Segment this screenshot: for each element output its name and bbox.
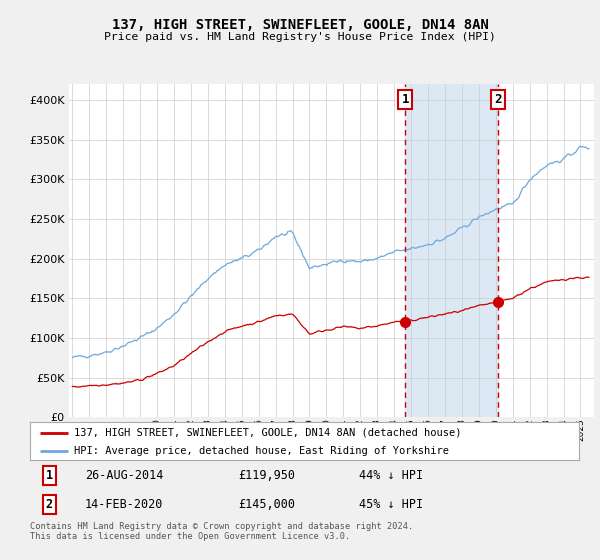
Text: 44% ↓ HPI: 44% ↓ HPI [359,469,424,482]
Text: Price paid vs. HM Land Registry's House Price Index (HPI): Price paid vs. HM Land Registry's House … [104,32,496,43]
Text: Contains HM Land Registry data © Crown copyright and database right 2024.
This d: Contains HM Land Registry data © Crown c… [30,522,413,542]
Text: 2: 2 [494,94,502,106]
Text: 26-AUG-2014: 26-AUG-2014 [85,469,163,482]
Text: HPI: Average price, detached house, East Riding of Yorkshire: HPI: Average price, detached house, East… [74,446,449,456]
Text: 2: 2 [46,498,53,511]
Text: 14-FEB-2020: 14-FEB-2020 [85,498,163,511]
Text: 1: 1 [401,94,409,106]
Text: 45% ↓ HPI: 45% ↓ HPI [359,498,424,511]
Text: 1: 1 [46,469,53,482]
Text: £119,950: £119,950 [239,469,296,482]
Text: 137, HIGH STREET, SWINEFLEET, GOOLE, DN14 8AN (detached house): 137, HIGH STREET, SWINEFLEET, GOOLE, DN1… [74,428,461,438]
Text: 137, HIGH STREET, SWINEFLEET, GOOLE, DN14 8AN: 137, HIGH STREET, SWINEFLEET, GOOLE, DN1… [112,18,488,32]
Bar [405,84,498,417]
Text: £145,000: £145,000 [239,498,296,511]
